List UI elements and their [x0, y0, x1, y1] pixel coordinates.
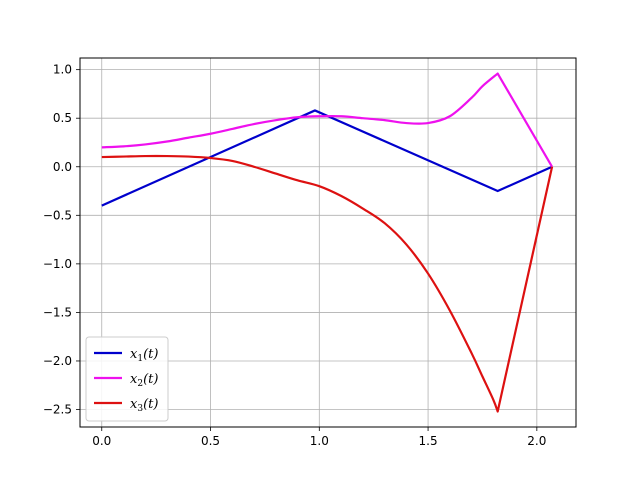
series-line-x2 [101, 72, 554, 168]
y-tick-label: 0.5 [53, 111, 72, 125]
x-tick-label: 0.5 [201, 434, 220, 448]
x-tick-label: 1.0 [310, 434, 329, 448]
legend-box [85, 336, 169, 422]
y-tick-label: −2.0 [43, 354, 72, 368]
y-axis: 1.0 0.5 0.0 −0.5 −1.0 −1.5 −2.0 −2.5 [43, 63, 80, 417]
series-line-x3 [101, 154, 554, 413]
y-tick-label: −1.0 [43, 257, 72, 271]
series-layer [101, 72, 554, 413]
axes-frame [79, 57, 577, 428]
y-tick-label: 1.0 [53, 63, 72, 77]
legend: x1(t) x2(t) x3(t) [85, 336, 169, 422]
y-tick-label: −0.5 [43, 208, 72, 222]
x-tick-label: 1.5 [419, 434, 438, 448]
y-tick-label: −1.5 [43, 305, 72, 319]
x-axis: 0.0 0.5 1.0 1.5 2.0 [92, 427, 546, 448]
x-tick-label: 2.0 [527, 434, 546, 448]
y-tick-label: 0.0 [53, 160, 72, 174]
y-tick-label: −2.5 [43, 403, 72, 417]
legend-label-x1: x1(t) [130, 347, 158, 364]
x-tick-label: 0.0 [92, 434, 111, 448]
legend-label-x3: x3(t) [130, 397, 158, 414]
legend-label-x2: x2(t) [130, 372, 158, 389]
grid [80, 58, 576, 427]
